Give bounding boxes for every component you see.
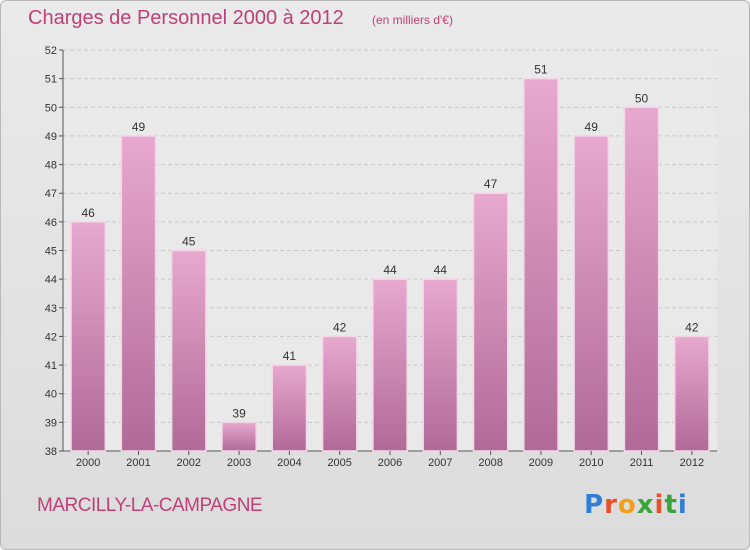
chart-subtitle: (en milliers d'€) [372, 13, 453, 27]
bar-value-label: 44 [383, 263, 397, 277]
y-tick-label: 43 [45, 303, 57, 315]
x-tick-label: 2000 [76, 457, 100, 469]
bar-value-label: 51 [534, 63, 548, 77]
y-tick-label: 46 [45, 217, 57, 229]
commune-name: MARCILLY-LA-CAMPAGNE [37, 495, 263, 516]
bar [422, 278, 459, 452]
bar-value-label: 39 [232, 406, 246, 420]
bar [573, 135, 610, 452]
bar-value-label: 49 [585, 120, 599, 134]
bar [472, 192, 509, 452]
x-tick-label: 2003 [227, 457, 251, 469]
bar-value-label: 42 [685, 320, 699, 334]
bar-value-label: 46 [81, 206, 95, 220]
bar-value-label: 41 [283, 349, 297, 363]
x-tick-label: 2007 [428, 457, 452, 469]
bar-value-label: 42 [333, 320, 347, 334]
x-tick-label: 2009 [529, 457, 553, 469]
bar [271, 364, 308, 452]
chart-title: Charges de Personnel 2000 à 2012 [28, 7, 344, 29]
x-tick-label: 2010 [579, 457, 603, 469]
bar-value-label: 50 [635, 91, 649, 105]
logo-letter: t [664, 490, 678, 520]
logo-letter: x [636, 490, 655, 520]
y-tick-label: 42 [45, 331, 57, 343]
y-tick-label: 50 [45, 102, 57, 114]
logo-letter: r [604, 490, 618, 520]
y-tick-label: 40 [45, 389, 57, 401]
bar [70, 221, 107, 452]
bar [372, 278, 408, 452]
y-tick-label: 39 [45, 417, 57, 429]
bar [120, 135, 157, 452]
x-tick-label: 2011 [630, 457, 654, 469]
x-tick-label: 2004 [277, 457, 301, 469]
x-tick-label: 2008 [478, 457, 502, 469]
bar-value-label: 45 [182, 235, 196, 249]
bar-value-label: 44 [434, 263, 448, 277]
x-tick-label: 2001 [126, 457, 150, 469]
proxiti-logo: Proxiti [584, 490, 688, 520]
y-tick-label: 41 [45, 360, 57, 372]
bar [321, 335, 358, 452]
y-tick-label: 52 [45, 45, 57, 57]
y-tick-label: 38 [45, 446, 57, 458]
y-tick-label: 49 [45, 131, 57, 143]
logo-letter: P [584, 490, 605, 520]
bar [170, 249, 207, 452]
bar [623, 106, 660, 452]
y-tick-label: 47 [45, 188, 57, 200]
y-tick-label: 45 [45, 246, 57, 258]
logo-letter: o [617, 490, 637, 520]
y-tick-label: 48 [45, 160, 57, 172]
bar [221, 421, 257, 452]
x-tick-label: 2005 [327, 457, 351, 469]
logo-letter: i [654, 490, 665, 520]
bar [523, 77, 559, 452]
x-tick-label: 2012 [680, 457, 704, 469]
logo-letter: i [677, 490, 688, 520]
bar-value-label: 49 [132, 120, 146, 134]
bar-value-label: 47 [484, 177, 498, 191]
x-tick-label: 2002 [177, 457, 201, 469]
x-tick-label: 2006 [378, 457, 402, 469]
y-tick-label: 51 [45, 74, 57, 86]
y-tick-label: 44 [45, 274, 57, 286]
bar [673, 335, 710, 452]
